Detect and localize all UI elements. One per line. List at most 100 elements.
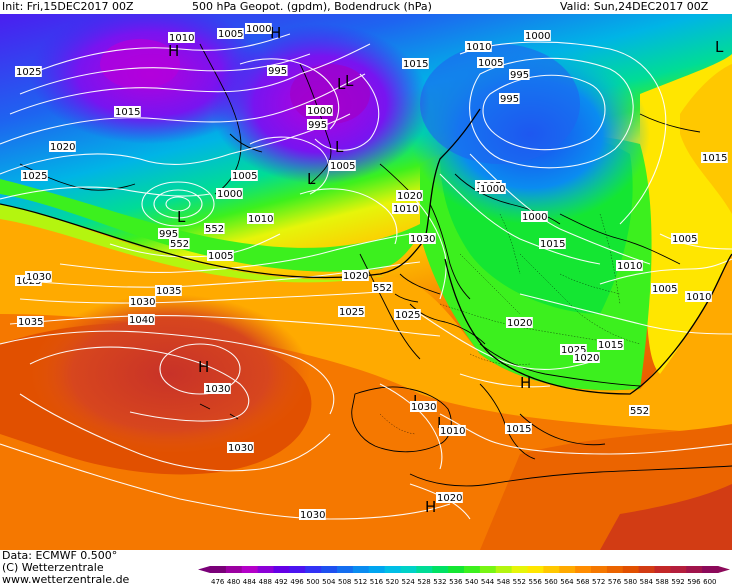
isobar-label-bg bbox=[539, 238, 566, 249]
isobar-label-bg bbox=[499, 93, 520, 104]
isobar-label-bg bbox=[267, 65, 288, 76]
scale-swatch bbox=[241, 566, 259, 573]
isobar-label-bg bbox=[245, 23, 272, 34]
isobar-label: 1000 bbox=[307, 106, 332, 117]
valid-time: Valid: Sun,24DEC2017 00Z bbox=[560, 0, 709, 13]
isobar-label: 1030 bbox=[228, 443, 253, 454]
isobar-label: 1020 bbox=[50, 142, 75, 153]
isobar-label: 1005 bbox=[672, 234, 697, 245]
scale-tick-label: 504 bbox=[322, 578, 336, 586]
isobar-label-bg bbox=[477, 57, 504, 68]
isobar-label-bg bbox=[521, 211, 548, 222]
scale-tick-label: 592 bbox=[671, 578, 684, 586]
high-pressure-marker: H bbox=[168, 42, 179, 60]
scale-tick-label: 488 bbox=[259, 578, 272, 586]
init-time: Init: Fri,15DEC2017 00Z bbox=[2, 0, 134, 13]
isobar-label-bg bbox=[506, 317, 533, 328]
isobar-label-bg bbox=[158, 228, 179, 239]
isobar-label: 1035 bbox=[18, 317, 43, 328]
isobar-label: 1030 bbox=[411, 402, 436, 413]
isobar-label: 1010 bbox=[248, 214, 273, 225]
jet-band-edge bbox=[0, 204, 385, 283]
vortex-core-west bbox=[100, 39, 180, 89]
isobar-label: 1005 bbox=[652, 284, 677, 295]
isobar-label: 995 bbox=[510, 70, 529, 81]
weather-map: HLLLHLLHLLHLH101010051000995102510151020… bbox=[0, 14, 732, 550]
isobar-label: 1025 bbox=[22, 171, 47, 182]
scale-tick-label: 568 bbox=[576, 578, 589, 586]
scale-swatch bbox=[416, 566, 433, 573]
isobar-label-bg bbox=[671, 233, 698, 244]
scale-swatch bbox=[622, 566, 640, 573]
isobar-label: 1010 bbox=[617, 261, 642, 272]
isobar-label: 1010 bbox=[466, 42, 491, 53]
scale-tick-label: 480 bbox=[227, 578, 240, 586]
high-pressure-marker: H bbox=[270, 24, 281, 42]
scale-tick-label: 576 bbox=[608, 578, 622, 586]
isobar-label-bg bbox=[204, 223, 225, 234]
isobar-label: 1015 bbox=[598, 340, 623, 351]
isobar-label-bg bbox=[204, 383, 231, 394]
isobar-label: 1020 bbox=[397, 191, 422, 202]
low-pressure-marker: L bbox=[177, 208, 186, 226]
isobar-label-bg bbox=[402, 58, 429, 69]
scale-tick-label: 596 bbox=[687, 578, 701, 586]
high-pressure-marker: H bbox=[520, 374, 531, 392]
isobar-label-bg bbox=[524, 30, 551, 41]
scale-swatch bbox=[543, 566, 560, 573]
scale-tick-label: 544 bbox=[481, 578, 495, 586]
isobar-label: 1025 bbox=[339, 307, 364, 318]
isobar-label: 1010 bbox=[686, 292, 711, 303]
scale-swatch bbox=[638, 566, 655, 573]
isobar-label-bg bbox=[17, 316, 44, 327]
isobar-label: 1030 bbox=[130, 297, 155, 308]
scale-swatch bbox=[527, 566, 544, 573]
isobar-label-bg bbox=[306, 105, 333, 116]
eastern-ridge-core bbox=[680, 64, 732, 214]
isobar-label: 1015 bbox=[702, 153, 727, 164]
scale-swatch bbox=[654, 566, 671, 573]
isobar-label: 1025 bbox=[395, 310, 420, 321]
scale-tick-label: 600 bbox=[703, 578, 716, 586]
isobar-label-bg bbox=[573, 352, 600, 363]
scale-swatch bbox=[400, 566, 417, 573]
scale-tick-label: 588 bbox=[656, 578, 669, 586]
scale-swatch bbox=[464, 566, 481, 573]
scale-tick-label: 508 bbox=[338, 578, 351, 586]
isobar-label-bg bbox=[410, 401, 437, 412]
isobar-label: 995 bbox=[268, 66, 287, 77]
isobar-label: 1015 bbox=[506, 424, 531, 435]
isobar-label: 1005 bbox=[208, 251, 233, 262]
isobar-label-bg bbox=[342, 270, 369, 281]
low-pressure-marker: L bbox=[437, 414, 446, 432]
scale-swatch bbox=[432, 566, 449, 573]
scale-swatch bbox=[606, 566, 624, 573]
isobar-label: 1005 bbox=[218, 29, 243, 40]
isobar-label-bg bbox=[169, 238, 190, 249]
color-scale: 476 480 484 488 492 496 500 504 508 512 516 520 524 5… bbox=[198, 566, 730, 586]
scale-tick-label: 492 bbox=[275, 578, 288, 586]
isobar-label: 1015 bbox=[540, 239, 565, 250]
isobar-label-bg bbox=[155, 285, 182, 296]
scale-arrow-left bbox=[198, 566, 210, 573]
scale-tick-label: 560 bbox=[544, 578, 557, 586]
scale-swatch bbox=[225, 566, 243, 573]
isobar-label: 1000 bbox=[525, 31, 550, 42]
scale-tick-label: 496 bbox=[290, 578, 304, 586]
scale-swatch bbox=[305, 566, 322, 573]
scale-tick-label: 584 bbox=[640, 578, 654, 586]
scale-swatch bbox=[321, 566, 338, 573]
isobar-label-bg bbox=[299, 509, 326, 520]
high-pressure-marker: H bbox=[425, 498, 436, 516]
isobar-label: 1030 bbox=[205, 384, 230, 395]
scale-swatch bbox=[368, 566, 386, 573]
isobar-label-bg bbox=[128, 314, 155, 325]
map-footer: Data: ECMWF 0.500° (C) Wetterzentrale ww… bbox=[0, 550, 732, 587]
isobar-label-bg bbox=[597, 339, 624, 350]
isobar-label: 1030 bbox=[410, 234, 435, 245]
isobar-label: 1005 bbox=[478, 58, 503, 69]
scale-tick-label: 500 bbox=[306, 578, 319, 586]
low-pressure-marker: L bbox=[307, 170, 316, 188]
isobar-label-bg bbox=[329, 160, 356, 171]
high-pressure-marker: H bbox=[198, 358, 209, 376]
